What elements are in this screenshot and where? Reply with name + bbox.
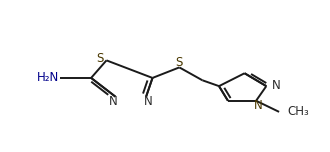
Text: S: S — [176, 56, 183, 69]
Text: N: N — [272, 79, 281, 92]
Text: S: S — [96, 52, 104, 65]
Text: CH₃: CH₃ — [287, 105, 309, 118]
Text: N: N — [254, 99, 263, 112]
Text: N: N — [144, 95, 153, 108]
Text: N: N — [109, 95, 117, 108]
Text: H₂N: H₂N — [37, 71, 59, 84]
